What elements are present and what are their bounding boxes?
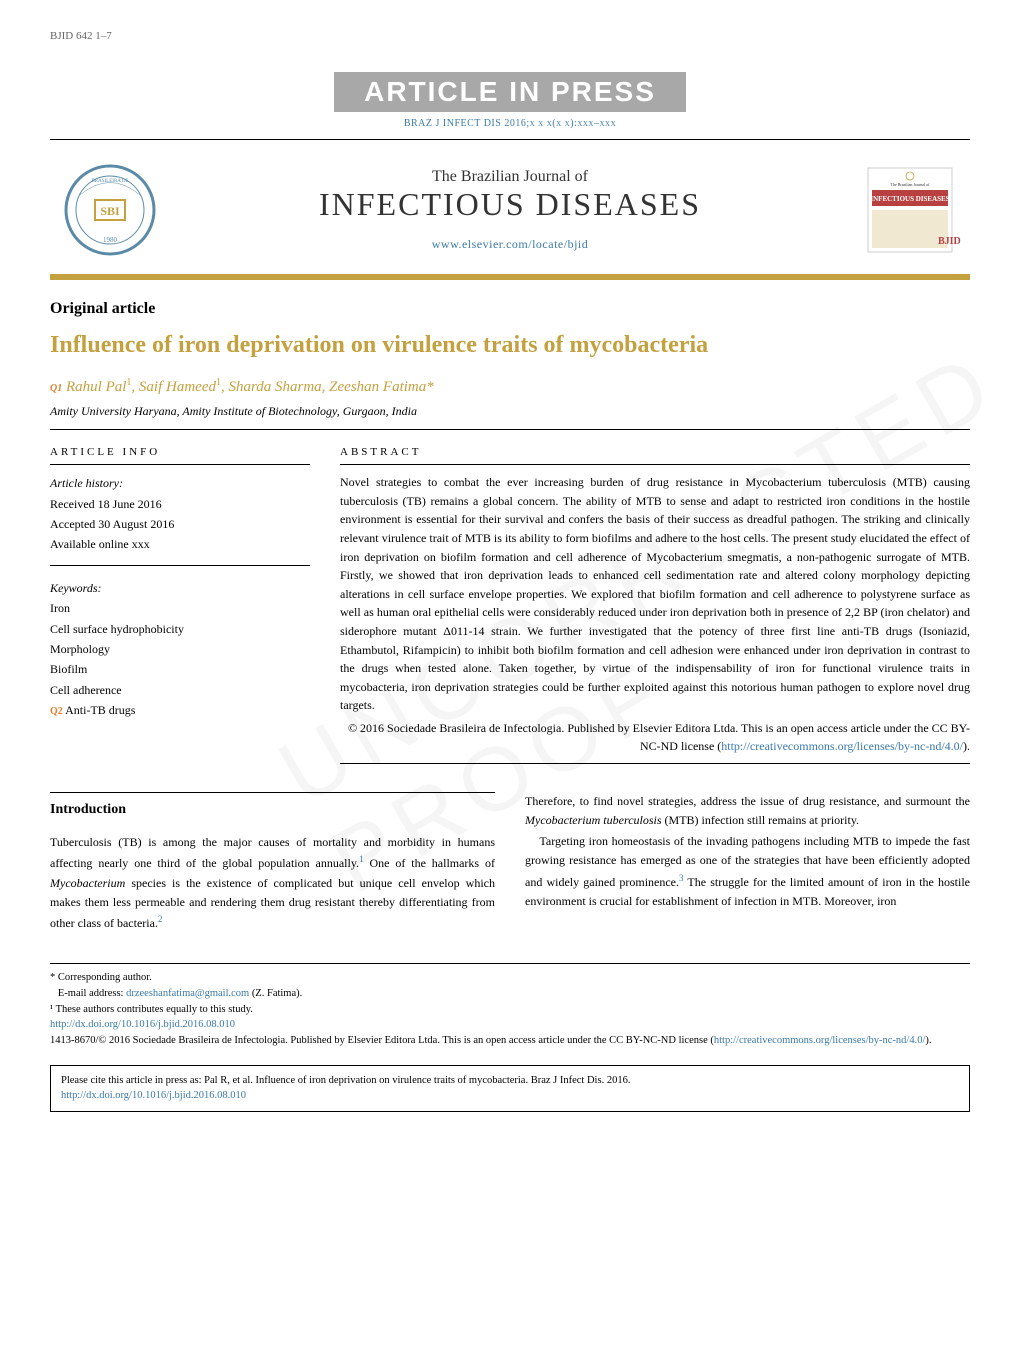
page-container: UNCORRECTED PROOF BJID 642 1–7 ARTICLE I… (0, 0, 1020, 1142)
abstract-end-rule (340, 763, 970, 764)
affiliation: Amity University Haryana, Amity Institut… (50, 404, 970, 419)
keywords-label: Keywords: (50, 578, 310, 598)
journal-title: INFECTIOUS DISEASES (170, 186, 850, 223)
rule-after-affiliation (50, 429, 970, 430)
article-body: ARTICLE INFO Article history: Received 1… (50, 446, 970, 772)
journal-header: SBI 1980 BRASILEIRA DE The Brazilian Jou… (50, 150, 970, 270)
citation-box: Please cite this article in press as: Pa… (50, 1065, 970, 1112)
cite-doi-link[interactable]: http://dx.doi.org/10.1016/j.bjid.2016.08… (61, 1090, 246, 1101)
introduction-heading: Introduction (50, 792, 495, 821)
article-in-press-banner: ARTICLE IN PRESS (334, 72, 686, 112)
email-line: E-mail address: drzeeshanfatima@gmail.co… (50, 986, 970, 1002)
svg-text:SBI: SBI (100, 204, 120, 218)
rule-top (50, 139, 970, 140)
cite-text: Please cite this article in press as: Pa… (61, 1075, 630, 1086)
running-head-left: BJID 642 1–7 (50, 30, 112, 42)
intro-paragraph-1: Tuberculosis (TB) is among the major cau… (50, 833, 495, 933)
intro-two-column: Introduction Tuberculosis (TB) is among … (50, 792, 970, 933)
keyword-item: Cell adherence (50, 680, 310, 700)
svg-text:1980: 1980 (103, 236, 118, 244)
journal-title-block: The Brazilian Journal of INFECTIOUS DISE… (170, 168, 850, 252)
ref-1[interactable]: 1 (359, 854, 364, 864)
cc-close-footer: ). (925, 1035, 931, 1046)
article-type: Original article (50, 300, 970, 318)
keywords-block: Keywords: Iron Cell surface hydrophobici… (50, 578, 310, 721)
authors-line: Q1 Rahul Pal1, Saif Hameed1, Sharda Shar… (50, 377, 970, 396)
info-rule-2 (50, 565, 310, 566)
footnotes: * Corresponding author. E-mail address: … (50, 963, 970, 1049)
abstract-heading: ABSTRACT (340, 446, 970, 458)
email-link[interactable]: drzeeshanfatima@gmail.com (126, 988, 249, 999)
accepted-date: Accepted 30 August 2016 (50, 514, 310, 534)
article-info-heading: ARTICLE INFO (50, 446, 310, 458)
abstract-column: ABSTRACT Novel strategies to combat the … (340, 446, 970, 772)
header-center: ARTICLE IN PRESS BRAZ J INFECT DIS 2016;… (50, 72, 970, 129)
authors-text: Rahul Pal1, Saif Hameed1, Sharda Sharma,… (66, 379, 434, 395)
info-rule-1 (50, 464, 310, 465)
copyright-notice: © 2016 Sociedade Brasileira de Infectolo… (340, 719, 970, 755)
svg-text:The Brazilian Journal of: The Brazilian Journal of (891, 182, 931, 187)
equal-contribution: ¹ These authors contributes equally to t… (50, 1002, 970, 1018)
journal-subtitle: The Brazilian Journal of (170, 168, 850, 186)
keyword-item: Cell surface hydrophobicity (50, 619, 310, 639)
svg-text:INFECTIOUS DISEASES: INFECTIOUS DISEASES (870, 195, 949, 203)
query-marker-q1: Q1 (50, 383, 62, 394)
cc-license-link-footer[interactable]: http://creativecommons.org/licenses/by-n… (714, 1035, 926, 1046)
keyword-item: Biofilm (50, 659, 310, 679)
keyword-anti-tb: Anti-TB drugs (65, 703, 135, 717)
article-info-column: ARTICLE INFO Article history: Received 1… (50, 446, 310, 772)
history-label: Article history: (50, 473, 310, 493)
society-logo: SBI 1980 BRASILEIRA DE (50, 160, 170, 260)
ref-2[interactable]: 2 (158, 914, 163, 924)
cc-license-link[interactable]: http://creativecommons.org/licenses/by-n… (721, 739, 963, 753)
journal-url[interactable]: www.elsevier.com/locate/bjid (170, 237, 850, 252)
query-marker-q2: Q2 (50, 706, 63, 717)
email-label: E-mail address: (58, 988, 126, 999)
intro-col-left: Introduction Tuberculosis (TB) is among … (50, 792, 495, 933)
intro-paragraph-3: Targeting iron homeostasis of the invadi… (525, 832, 970, 911)
keyword-item: Morphology (50, 639, 310, 659)
doi-link[interactable]: http://dx.doi.org/10.1016/j.bjid.2016.08… (50, 1019, 235, 1030)
corresponding-author: * Corresponding author. (50, 970, 970, 986)
issn-copyright: 1413-8670/© 2016 Sociedade Brasileira de… (50, 1033, 970, 1049)
abstract-rule (340, 464, 970, 465)
ref-3[interactable]: 3 (679, 873, 684, 883)
email-name: (Z. Fatima). (249, 988, 302, 999)
intro-col-right: Therefore, to find novel strategies, add… (525, 792, 970, 933)
received-date: Received 18 June 2016 (50, 494, 310, 514)
introduction-section: Introduction Tuberculosis (TB) is among … (50, 792, 970, 933)
issn-text: 1413-8670/© 2016 Sociedade Brasileira de… (50, 1035, 714, 1046)
svg-text:BRASILEIRA DE: BRASILEIRA DE (91, 179, 128, 184)
journal-cover-thumbnail: INFECTIOUS DISEASES The Brazilian Journa… (850, 160, 970, 260)
thick-rule (50, 274, 970, 280)
article-history: Article history: Received 18 June 2016 A… (50, 473, 310, 555)
abstract-text: Novel strategies to combat the ever incr… (340, 473, 970, 715)
citation-line: BRAZ J INFECT DIS 2016;x x x(x x):xxx–xx… (50, 118, 970, 129)
keyword-item: Iron (50, 598, 310, 618)
cc-close: ). (963, 739, 970, 753)
available-online: Available online xxx (50, 534, 310, 554)
header-top: BJID 642 1–7 (50, 30, 970, 42)
intro-paragraph-2: Therefore, to find novel strategies, add… (525, 792, 970, 830)
article-title: Influence of iron deprivation on virulen… (50, 330, 970, 361)
svg-text:BJID: BJID (938, 236, 961, 247)
keyword-item: Q2 Anti-TB drugs (50, 700, 310, 720)
